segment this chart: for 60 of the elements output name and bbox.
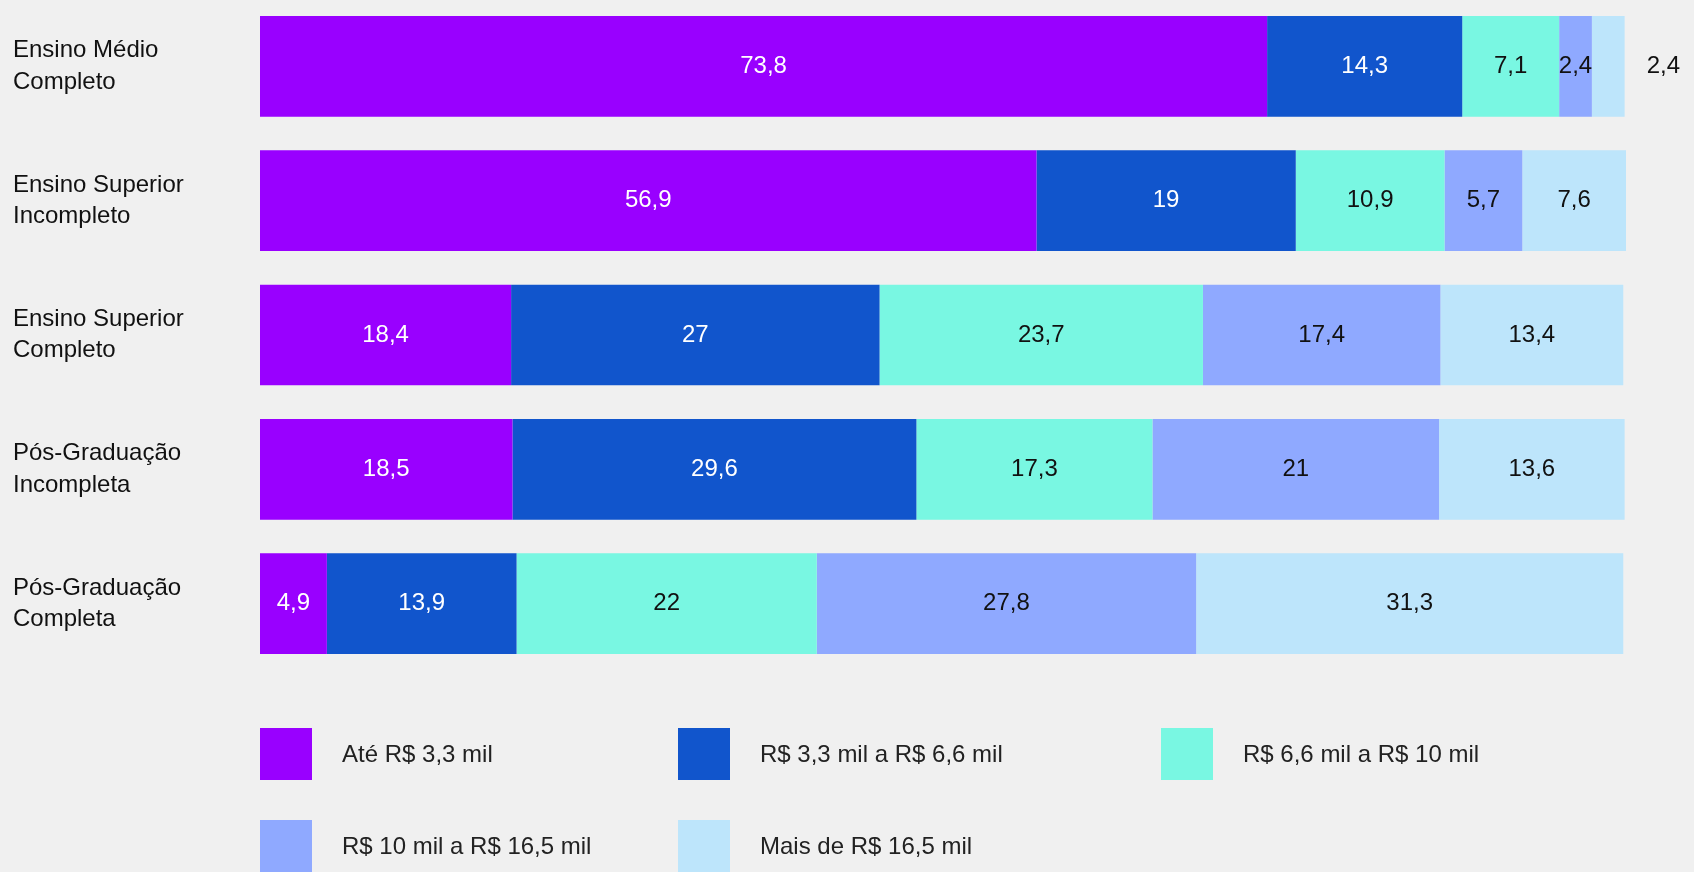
- data-label: 21: [1282, 453, 1310, 481]
- bar: [516, 553, 817, 655]
- bar: [260, 284, 512, 386]
- legend-label: R$ 6,6 mil a R$ 10 mil: [1243, 740, 1480, 768]
- y-tick-label: Ensino Superior Incompleto: [13, 169, 184, 228]
- data-label: 7,6: [1557, 185, 1591, 213]
- legend-label: Mais de R$ 16,5 mil: [760, 832, 973, 860]
- bar: [916, 418, 1153, 520]
- bar: [1440, 284, 1624, 386]
- data-label: 31,3: [1386, 588, 1434, 616]
- data-label: 13,6: [1508, 453, 1556, 481]
- data-label: 27,8: [983, 588, 1030, 616]
- data-label: 7,1: [1494, 50, 1528, 78]
- data-label: 14,3: [1341, 50, 1389, 78]
- bar: [1444, 150, 1523, 252]
- data-label: 56,9: [624, 185, 672, 213]
- data-label: 17,4: [1298, 319, 1346, 347]
- bar: [260, 15, 1268, 117]
- legend-label: Até R$ 3,3 mil: [342, 740, 493, 768]
- bar: [879, 284, 1203, 386]
- bar: [1267, 15, 1463, 117]
- legend-label: R$ 10 mil a R$ 16,5 mil: [342, 832, 592, 860]
- bar: [1462, 15, 1560, 117]
- data-label: 18,5: [362, 453, 410, 481]
- data-label: 17,3: [1011, 453, 1058, 481]
- bar: [1295, 150, 1445, 252]
- bar: [512, 418, 917, 520]
- data-label: 2,4: [1646, 50, 1681, 78]
- data-label: 27: [681, 319, 709, 347]
- bar: [326, 553, 517, 655]
- bar: [1522, 150, 1626, 252]
- data-label: 22: [653, 588, 681, 616]
- bar: [511, 284, 880, 386]
- bar: [1591, 15, 1625, 117]
- bar: [816, 553, 1197, 655]
- data-label: 18,4: [362, 319, 409, 347]
- bar: [1439, 418, 1625, 520]
- data-label: 73,8: [740, 50, 787, 78]
- data-label: 2,4: [1558, 50, 1593, 78]
- bar: [1036, 150, 1296, 252]
- y-tick-label: Pós-Graduação Completa: [13, 572, 182, 631]
- data-label: 13,9: [398, 588, 446, 616]
- data-label: 10,9: [1346, 185, 1394, 213]
- bar: [1202, 284, 1441, 386]
- y-tick-label: Ensino Superior Completo: [13, 304, 184, 363]
- data-label: 29,6: [691, 453, 738, 481]
- data-label: 4,9: [276, 588, 311, 616]
- bar: [1152, 418, 1440, 520]
- y-tick-label: Pós-Graduação Incompleta: [13, 438, 182, 497]
- y-tick-label: Ensino Médio Completo: [13, 35, 159, 94]
- bar: [260, 150, 1037, 252]
- bar: [1196, 553, 1624, 655]
- legend-label: R$ 3,3 mil a R$ 6,6 mil: [760, 740, 1003, 768]
- data-label: 13,4: [1508, 319, 1556, 347]
- data-label: 5,7: [1466, 185, 1501, 213]
- bar: [1559, 15, 1592, 117]
- data-label: 23,7: [1017, 319, 1065, 347]
- data-label: 19: [1152, 185, 1180, 213]
- bar: [260, 418, 513, 520]
- bar: [260, 553, 327, 655]
